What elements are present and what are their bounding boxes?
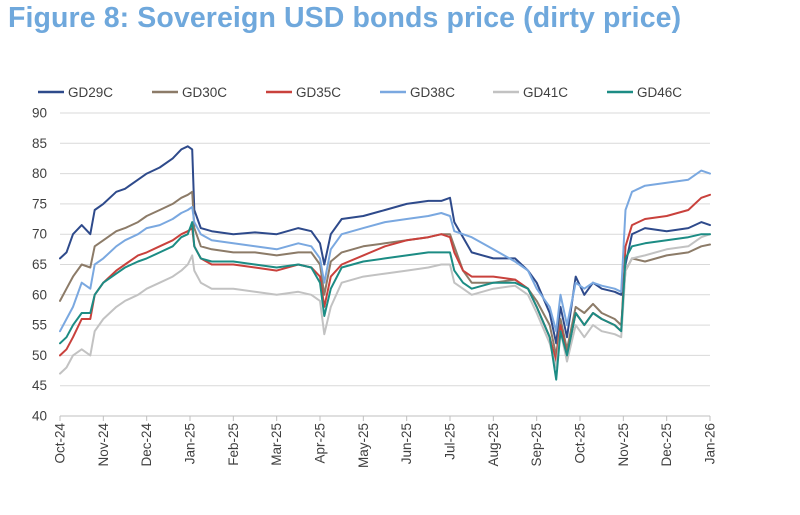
y-tick-label: 40: [32, 409, 47, 424]
y-tick-label: 75: [32, 196, 47, 211]
x-tick-label: Aug-25: [486, 423, 501, 467]
series-line-gd30c: [59, 190, 711, 357]
y-tick-label: 80: [32, 166, 47, 181]
y-tick-label: 55: [32, 318, 47, 333]
legend-label-gd35c: GD35C: [296, 85, 341, 100]
series-lines: [59, 145, 711, 381]
y-tick-label: 70: [32, 227, 47, 242]
legend: GD29C GD30C GD35C GD38C GD41C GD46C: [38, 85, 682, 100]
x-tick-label: Feb-25: [226, 423, 241, 466]
y-axis: 40 45 50 55 60 65 70 75 80 85 90: [32, 106, 47, 424]
legend-label-gd46c: GD46C: [637, 85, 682, 100]
x-tick-label: Mar-25: [269, 423, 284, 466]
series-line-gd41c: [59, 233, 711, 375]
x-tick-label: Sep-25: [529, 423, 544, 467]
x-tick-label: Dec-24: [139, 423, 154, 467]
x-tick-label: Nov-25: [616, 423, 631, 467]
x-tick-label: Nov-24: [96, 423, 111, 467]
y-tick-label: 50: [32, 348, 47, 363]
x-tick-label: Jul-25: [443, 423, 458, 460]
x-tick-label: Jan-26: [703, 423, 718, 464]
gridlines: [60, 112, 710, 417]
x-tick-label: Oct-25: [573, 423, 588, 464]
x-tick-label: Apr-25: [313, 423, 328, 464]
x-tick-label: May-25: [356, 423, 371, 468]
series-line-gd46c: [59, 221, 711, 381]
chart-title: Figure 8: Sovereign USD bonds price (dir…: [8, 2, 682, 34]
x-axis: Oct-24 Nov-24 Dec-24 Jan-25 Feb-25 Mar-25 Apr-…: [53, 415, 718, 468]
series-line-gd29c: [59, 145, 711, 345]
legend-label-gd41c: GD41C: [523, 85, 568, 100]
legend-label-gd30c: GD30C: [182, 85, 227, 100]
y-tick-label: 60: [32, 287, 47, 302]
series-line-gd38c: [59, 169, 711, 333]
y-tick-label: 90: [32, 106, 47, 121]
legend-label-gd29c: GD29C: [68, 85, 113, 100]
x-tick-label: Jun-25: [399, 423, 414, 464]
series-line-gd35c: [59, 193, 711, 363]
x-tick-label: Oct-24: [53, 423, 68, 464]
y-tick-label: 65: [32, 257, 47, 272]
x-tick-label: Jan-25: [183, 423, 198, 464]
legend-label-gd38c: GD38C: [410, 85, 455, 100]
x-tick-label: Dec-25: [659, 423, 674, 467]
y-tick-label: 85: [32, 136, 47, 151]
y-tick-label: 45: [32, 378, 47, 393]
